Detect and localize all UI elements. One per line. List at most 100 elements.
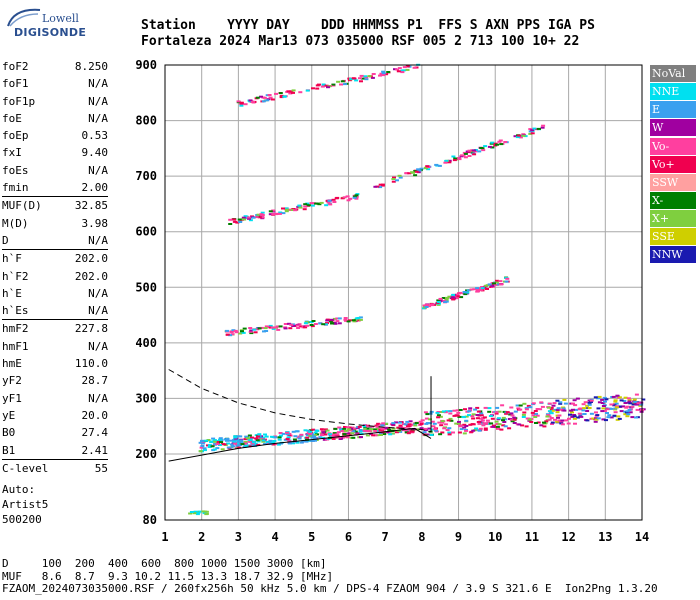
echo-point (593, 396, 598, 399)
echo-point (429, 434, 434, 436)
echo-point (583, 401, 588, 404)
y-tick-label: 600 (135, 225, 157, 239)
echo-point (630, 416, 635, 419)
echo-point (437, 421, 442, 424)
echo-point (486, 421, 491, 424)
echo-point (425, 422, 430, 424)
echo-point (611, 395, 616, 398)
echo-point (313, 431, 318, 434)
echo-point (391, 178, 396, 180)
echo-point (277, 438, 282, 441)
echo-point (626, 413, 631, 416)
echo-point (381, 422, 386, 425)
echo-point (417, 169, 422, 172)
param-name: foF1 (2, 77, 29, 91)
echo-point (200, 442, 205, 445)
echo-point (458, 291, 463, 294)
param-value: 227.8 (74, 322, 108, 336)
param-name: B1 (2, 443, 16, 457)
echo-point (332, 317, 337, 320)
echo-point (463, 293, 468, 296)
echo-point (542, 425, 547, 428)
echo-point (239, 439, 244, 442)
echo-point (237, 444, 242, 446)
echo-point (347, 319, 352, 322)
x-tick-label: 1 (161, 530, 168, 544)
echo-point (502, 421, 507, 423)
echo-point (534, 128, 539, 131)
echo-point (403, 423, 408, 426)
echo-point (425, 413, 430, 416)
echo-point (458, 409, 463, 411)
echo-point (617, 405, 622, 408)
echo-point (563, 402, 568, 405)
echo-point (601, 407, 606, 410)
echo-point (202, 447, 207, 450)
echo-point (231, 329, 236, 332)
echo-point (218, 437, 223, 440)
echo-point (309, 439, 314, 442)
echo-point (451, 155, 456, 158)
echo-point (270, 441, 275, 444)
echo-point (342, 427, 347, 430)
legend-entry-ssw: SSW (650, 173, 696, 191)
x-tick-label: 3 (235, 530, 242, 544)
echo-point (489, 422, 494, 425)
echo-point (627, 408, 632, 411)
echo-point (289, 90, 294, 93)
echo-point (520, 424, 525, 427)
echo-point (236, 100, 241, 103)
footer-info: D 100 200 400 600 800 1000 1500 3000 [km… (2, 557, 658, 596)
echo-point (232, 440, 237, 443)
param-name: foE (2, 111, 22, 125)
echo-point (246, 216, 251, 219)
echo-point (266, 98, 271, 101)
echo-point (295, 430, 300, 433)
echo-point (378, 183, 383, 186)
echo-point (464, 429, 469, 432)
echo-point (480, 286, 485, 288)
echo-point (462, 432, 467, 435)
echo-point (426, 168, 431, 171)
echo-point (491, 425, 496, 428)
echo-point (233, 436, 238, 439)
echo-point (483, 427, 488, 430)
echo-point (533, 416, 538, 418)
echo-point (315, 429, 320, 432)
echo-point (263, 327, 268, 330)
echo-point (454, 422, 459, 425)
param-value: 2.00 (81, 181, 109, 195)
echo-point (335, 196, 340, 199)
echo-point (348, 197, 353, 200)
echo-point (456, 411, 461, 414)
echo-point (441, 297, 446, 299)
echo-point (332, 432, 337, 435)
echo-point (332, 201, 337, 203)
echo-point (228, 439, 233, 442)
echo-point (589, 412, 594, 415)
echo-point (605, 412, 609, 414)
echo-point (372, 428, 377, 431)
echo-point (529, 421, 534, 423)
echo-point (330, 322, 335, 325)
polarization-legend: NoVal NNE E W Vo- Vo+ SSW X- X+ SSE NNW (650, 65, 696, 265)
echo-point (558, 401, 563, 404)
echo-point (314, 202, 319, 205)
echo-point (531, 414, 536, 417)
echo-point (487, 145, 492, 148)
x-tick-label: 6 (345, 530, 352, 544)
echo-point (352, 196, 357, 199)
echo-point (257, 216, 262, 219)
echo-point (509, 418, 514, 421)
echo-point (573, 422, 577, 425)
echo-point (447, 159, 452, 162)
echo-point (458, 425, 463, 428)
echo-point (336, 431, 341, 434)
echo-point (308, 429, 313, 432)
echo-point (578, 407, 583, 410)
echo-point (440, 421, 444, 424)
echo-point (192, 512, 197, 515)
echo-point (342, 196, 347, 199)
echo-point (315, 87, 320, 90)
echo-point (433, 428, 438, 431)
